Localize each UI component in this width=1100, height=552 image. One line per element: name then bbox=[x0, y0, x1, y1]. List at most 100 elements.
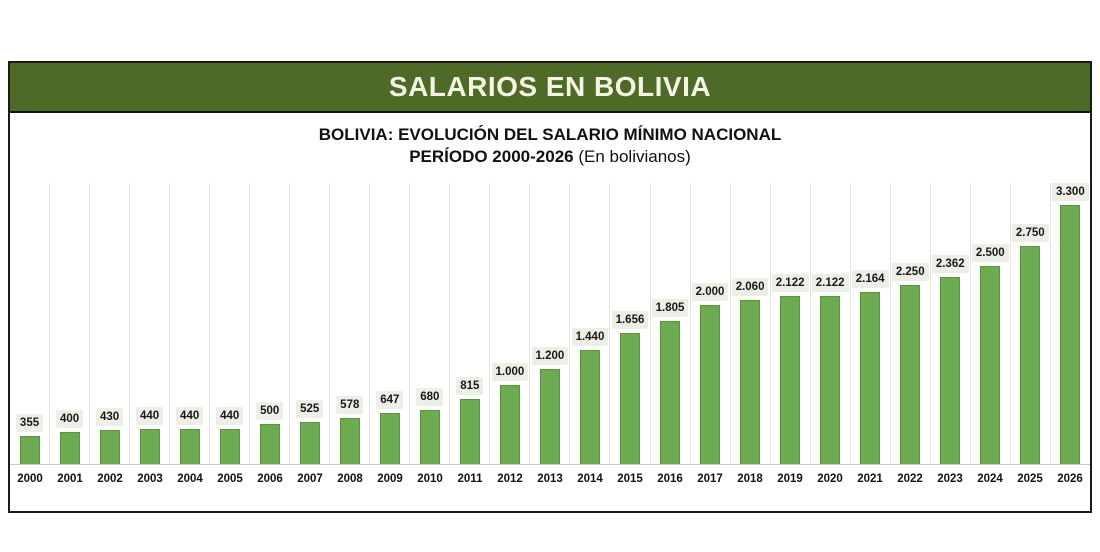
bar-value-label: 680 bbox=[416, 388, 444, 407]
bar-column: 2.500 bbox=[971, 183, 1011, 464]
bar-column: 1.000 bbox=[490, 183, 531, 464]
subtitle-line1: BOLIVIA: EVOLUCIÓN DEL SALARIO MÍNIMO NA… bbox=[318, 125, 782, 144]
bar-value-label: 2.500 bbox=[971, 243, 1009, 262]
bar-value-label: 440 bbox=[176, 407, 204, 426]
bar-value-label: 355 bbox=[15, 413, 44, 432]
x-axis-label: 2021 bbox=[857, 472, 883, 485]
bar-value-label: 2.362 bbox=[931, 254, 969, 273]
bar-column: 525 bbox=[290, 183, 331, 464]
x-axis-label: 2015 bbox=[617, 472, 643, 485]
bar-column: 1.805 bbox=[651, 183, 691, 464]
bar-column: 400 bbox=[50, 183, 91, 464]
bar bbox=[700, 305, 721, 464]
bar bbox=[419, 410, 440, 464]
bar bbox=[459, 399, 480, 464]
chart-subtitle: BOLIVIA: EVOLUCIÓN DEL SALARIO MÍNIMO NA… bbox=[10, 113, 1090, 183]
bar-column: 2.750 bbox=[1011, 183, 1051, 464]
bar-value-label: 2.060 bbox=[731, 278, 769, 297]
bar-column: 815 bbox=[450, 183, 491, 464]
bar-column: 2.362 bbox=[931, 183, 971, 464]
bar-value-label: 815 bbox=[456, 377, 484, 396]
bar-column: 647 bbox=[370, 183, 411, 464]
bar-column: 2.000 bbox=[691, 183, 731, 464]
x-axis-label: 2008 bbox=[337, 472, 363, 485]
x-axis-label: 2004 bbox=[177, 472, 203, 485]
bar-value-label: 500 bbox=[256, 402, 284, 421]
bar-column: 3.300 bbox=[1051, 183, 1090, 464]
bar bbox=[619, 332, 640, 464]
bar bbox=[339, 418, 360, 464]
bar-column: 2.060 bbox=[731, 183, 771, 464]
bar-value-label: 578 bbox=[336, 396, 364, 415]
bar-value-label: 1.200 bbox=[531, 346, 569, 365]
bar-column: 1.440 bbox=[570, 183, 611, 464]
bar bbox=[1060, 205, 1081, 464]
bar-value-label: 440 bbox=[136, 407, 164, 426]
bar-value-label: 525 bbox=[296, 400, 324, 419]
x-axis-label: 2020 bbox=[817, 472, 843, 485]
x-axis-label: 2003 bbox=[137, 472, 163, 485]
bar-value-label: 3.300 bbox=[1051, 183, 1089, 201]
bar-value-label: 1.000 bbox=[491, 362, 529, 381]
bar-column: 2.164 bbox=[851, 183, 891, 464]
bar bbox=[539, 368, 560, 464]
bar-column: 1.200 bbox=[530, 183, 571, 464]
bar-value-label: 2.000 bbox=[691, 283, 729, 302]
bar bbox=[379, 412, 400, 464]
bar bbox=[259, 424, 280, 464]
x-axis-label: 2013 bbox=[537, 472, 563, 485]
bar-column: 578 bbox=[330, 183, 371, 464]
x-axis-label: 2007 bbox=[297, 472, 323, 485]
bar bbox=[19, 435, 40, 464]
x-axis-label: 2022 bbox=[897, 472, 923, 485]
x-axis-label: 2000 bbox=[17, 472, 43, 485]
bar-value-label: 1.440 bbox=[571, 327, 609, 346]
banner-title: SALARIOS EN BOLIVIA bbox=[388, 71, 712, 102]
x-axis: 2000 2001 2002 2003 2004 2005 2006 2007 2008 2009… bbox=[10, 465, 1090, 492]
x-axis-label: 2019 bbox=[777, 472, 803, 485]
bar bbox=[900, 285, 921, 464]
bar-value-label: 2.164 bbox=[851, 270, 889, 289]
bar bbox=[740, 300, 761, 464]
bar-column: 680 bbox=[410, 183, 451, 464]
bar-value-label: 1.805 bbox=[651, 298, 689, 317]
bar-value-label: 430 bbox=[95, 407, 124, 426]
subtitle-line2: PERÍODO 2000-2026 (En bolivianos) bbox=[10, 146, 1090, 168]
bar-value-label: 400 bbox=[55, 410, 84, 429]
x-axis-label: 2026 bbox=[1057, 472, 1083, 485]
x-axis-label: 2006 bbox=[257, 472, 283, 485]
x-axis-label: 2009 bbox=[377, 472, 403, 485]
bar bbox=[499, 384, 520, 464]
bar bbox=[299, 422, 320, 464]
bar bbox=[59, 432, 80, 464]
x-axis-label: 2002 bbox=[97, 472, 123, 485]
bar-value-label: 2.750 bbox=[1011, 223, 1049, 242]
x-axis-label: 2024 bbox=[977, 472, 1003, 485]
x-axis-label: 2005 bbox=[217, 472, 243, 485]
bar-column: 355 bbox=[10, 183, 51, 464]
subtitle-period: PERÍODO 2000-2026 bbox=[409, 147, 574, 166]
bar-value-label: 2.122 bbox=[811, 273, 849, 292]
bar-column: 2.250 bbox=[891, 183, 931, 464]
bar bbox=[980, 265, 1001, 464]
bar bbox=[99, 429, 120, 464]
bar bbox=[820, 295, 841, 464]
bar bbox=[860, 292, 881, 464]
bar-column: 2.122 bbox=[811, 183, 851, 464]
x-axis-label: 2025 bbox=[1017, 472, 1043, 485]
bar-column: 1.656 bbox=[610, 183, 651, 464]
bar-column: 440 bbox=[210, 183, 251, 464]
bar bbox=[1020, 245, 1041, 464]
x-axis-label: 2018 bbox=[737, 472, 763, 485]
bar-column: 430 bbox=[90, 183, 131, 464]
bar-value-label: 647 bbox=[376, 390, 404, 409]
x-axis-label: 2001 bbox=[57, 472, 83, 485]
bar bbox=[660, 320, 681, 464]
x-axis-label: 2012 bbox=[497, 472, 523, 485]
bar-value-label: 2.250 bbox=[891, 263, 929, 282]
x-axis-label: 2017 bbox=[697, 472, 723, 485]
bar-column: 440 bbox=[130, 183, 171, 464]
bar-value-label: 2.122 bbox=[771, 273, 809, 292]
bar-value-label: 440 bbox=[216, 407, 244, 426]
